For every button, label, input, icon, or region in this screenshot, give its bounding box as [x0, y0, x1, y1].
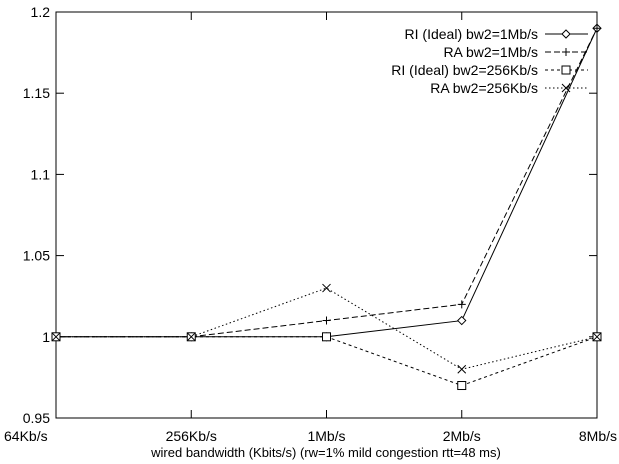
y-tick-label: 1.15 [23, 85, 50, 101]
legend-marker-3 [562, 66, 570, 74]
data-point-series-4 [458, 365, 466, 373]
series-line-4 [56, 288, 597, 369]
data-point-series-2 [323, 317, 331, 325]
data-point-series-3 [323, 333, 331, 341]
y-tick-label: 0.95 [23, 410, 50, 426]
legend: RI (Ideal) bw2=1Mb/s RA bw2=1Mb/s RI (Idea… [391, 26, 588, 96]
legend-label-2: RA bw2=1Mb/s [443, 44, 538, 60]
y-tick-label: 1.2 [31, 4, 51, 20]
x-tick-label: 256Kb/s [166, 428, 217, 444]
x-tick-label: 1Mb/s [307, 428, 345, 444]
x-axis-label: wired bandwidth (Kbits/s) (rw=1% mild co… [150, 445, 501, 460]
x-tick-label: 2Mb/s [443, 428, 481, 444]
legend-marker-1 [562, 30, 570, 38]
data-point-series-4 [323, 284, 331, 292]
data-point-series-3 [458, 382, 466, 390]
series-line-3 [56, 337, 597, 386]
data-point-series-1 [458, 317, 466, 325]
data-point-series-2 [458, 300, 466, 308]
x-tick-label: 8Mb/s [579, 428, 617, 444]
x-tick-label: 64Kb/s [4, 428, 48, 444]
legend-label-1: RI (Ideal) bw2=1Mb/s [405, 26, 538, 42]
data-point-series-2 [593, 24, 601, 32]
y-tick-label: 1.05 [23, 248, 50, 264]
legend-label-3: RI (Ideal) bw2=256Kb/s [391, 62, 538, 78]
legend-label-4: RA bw2=256Kb/s [430, 80, 538, 96]
y-tick-label: 1.1 [31, 166, 51, 182]
y-tick-label: 1 [42, 329, 50, 345]
legend-marker-2 [562, 48, 570, 56]
